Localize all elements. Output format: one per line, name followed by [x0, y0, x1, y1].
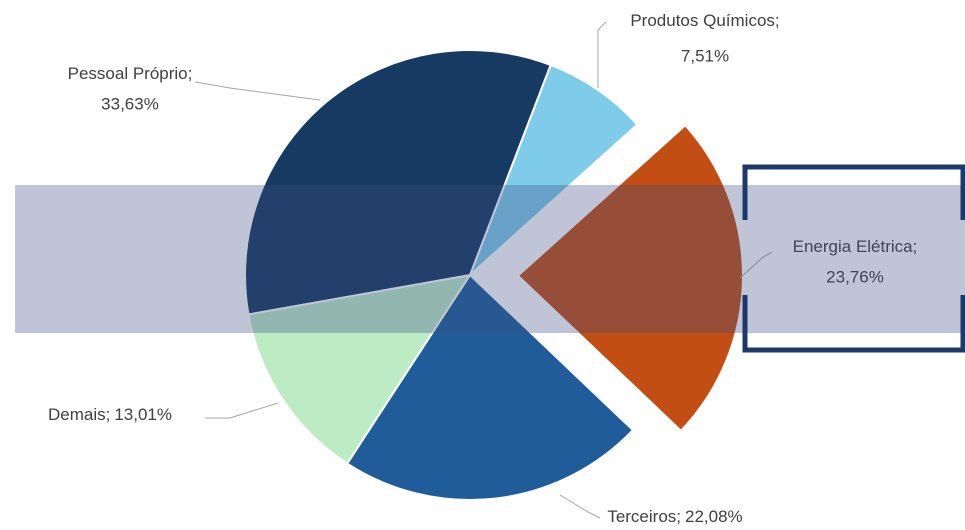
slice-label: Terceiros; 22,08%: [607, 507, 742, 526]
value-label: 22,08%: [685, 507, 743, 526]
leader-line: [739, 251, 773, 279]
slice-label: Produtos Químicos;: [630, 11, 779, 30]
pie-slice: [345, 273, 635, 501]
labels: Produtos Químicos; 7,51% Energia Elétrica;…: [48, 11, 917, 526]
label-separator: ;: [913, 237, 918, 256]
pie-slice: [247, 273, 473, 465]
leader-line: [559, 494, 601, 519]
label-separator: ;: [106, 405, 111, 424]
label-separator: ;: [775, 11, 780, 30]
value-label: 7,51%: [681, 46, 729, 65]
slice-label: Energia Elétrica;: [793, 237, 918, 256]
slice-label: Pessoal Próprio;: [68, 64, 193, 83]
slice-label: Demais; 13,01%: [48, 405, 172, 424]
value-label: 33,63%: [101, 94, 159, 113]
leader-line: [205, 402, 279, 419]
value-label: 13,01%: [114, 405, 172, 424]
highlight-band: [15, 185, 965, 333]
selection-bracket: [742, 164, 965, 353]
category-label: Produtos Químicos: [630, 11, 775, 30]
label-separator: ;: [676, 507, 681, 526]
pie: [244, 49, 744, 501]
category-label: Terceiros: [607, 507, 676, 526]
pie-slice: [244, 49, 552, 316]
leader-line: [597, 21, 607, 88]
category-label: Energia Elétrica: [793, 237, 914, 256]
category-label: Pessoal Próprio: [68, 64, 188, 83]
pie-slice: [469, 63, 639, 276]
value-label: 23,76%: [826, 267, 884, 286]
pie-slice: [516, 123, 744, 433]
category-label: Demais: [48, 405, 106, 424]
leader-line: [194, 81, 321, 101]
label-separator: ;: [188, 64, 193, 83]
